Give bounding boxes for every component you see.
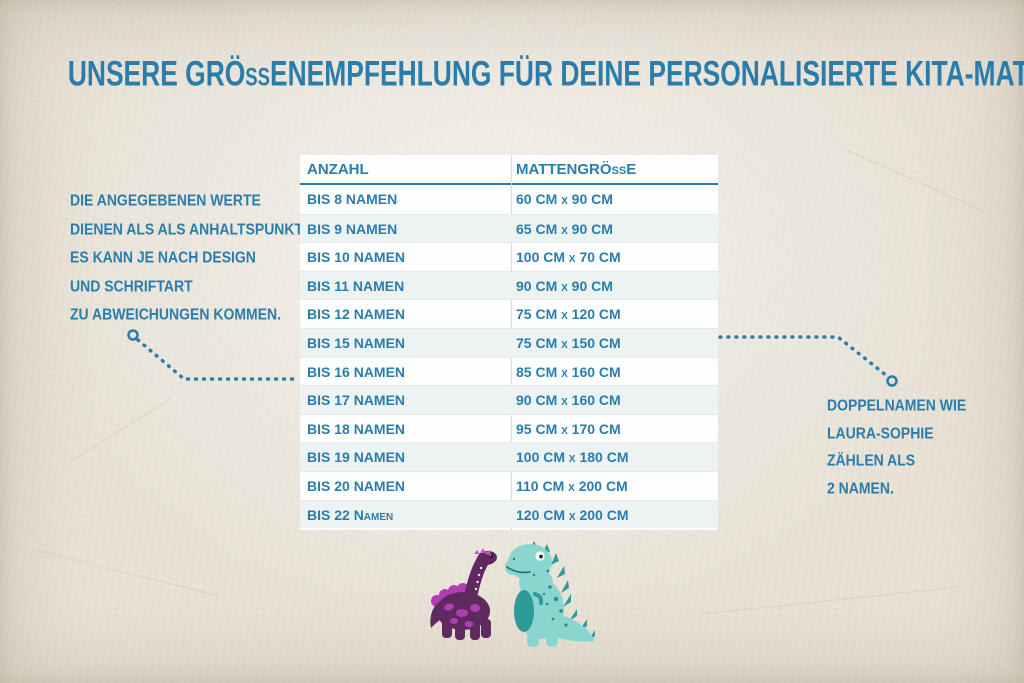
cell-anzahl: BIS 16 NAMEN bbox=[307, 363, 406, 380]
teal-dinosaur bbox=[505, 541, 595, 647]
table-row: BIS 18 NAMEN 95 CM x 170 CM bbox=[300, 413, 718, 443]
cell-anzahl: BIS 8 NAMEN bbox=[307, 191, 398, 207]
cell-anzahl: BIS 22 Namen bbox=[307, 506, 394, 523]
cell-anzahl: BIS 10 NAMEN bbox=[307, 249, 406, 266]
table-row: BIS 8 NAMEN 60 CM x 90 CM bbox=[300, 185, 718, 214]
note-line: 2 NAMEN. bbox=[827, 478, 894, 497]
table-row: BIS 22 Namen 120 CM x 200 CM bbox=[300, 499, 718, 529]
note-line: DIENEN ALS ALS ANHALTSPUNKT. bbox=[70, 219, 306, 238]
dotted-connector-left bbox=[127, 329, 300, 381]
page-title: UNSERE GRÖßENEMPFEHLUNG FÜR DEINE PERSON… bbox=[67, 54, 1024, 94]
table-body: BIS 8 NAMEN 60 CM x 90 CM BIS 9 NAMEN 65… bbox=[300, 185, 718, 529]
cell-mattengroesse: 75 CM x 120 CM bbox=[516, 306, 621, 323]
cell-anzahl: BIS 15 NAMEN bbox=[307, 334, 406, 351]
cell-mattengroesse: 90 CM x 90 CM bbox=[516, 277, 613, 294]
table-row: BIS 10 NAMEN 100 CM x 70 CM bbox=[300, 242, 718, 271]
note-line: ZÄHLEN ALS bbox=[827, 450, 916, 469]
cell-mattengroesse: 90 CM x 160 CM bbox=[516, 392, 621, 409]
table-row: BIS 15 NAMEN 75 CM x 150 CM bbox=[300, 327, 718, 357]
cell-anzahl: BIS 12 NAMEN bbox=[307, 306, 406, 323]
note-line: ZU ABWEICHUNGEN KOMMEN. bbox=[70, 305, 282, 323]
table-row: BIS 9 NAMEN 65 CM x 90 CM bbox=[300, 213, 718, 243]
note-double-names: DOPPELNAMEN WIE LAURA-SOPHIE ZÄHLEN ALS 2 N… bbox=[827, 392, 966, 502]
table-row: BIS 20 NAMEN 110 CM x 200 CM bbox=[300, 470, 718, 500]
cell-mattengroesse: 85 CM x 160 CM bbox=[516, 363, 621, 380]
purple-dinosaur-illustration bbox=[430, 549, 497, 640]
table-header: ANZAHL MATTENGRÖßE bbox=[300, 155, 718, 185]
size-table: ANZAHL MATTENGRÖßE BIS 8 NAMEN 60 CM x 9… bbox=[300, 155, 718, 530]
cell-mattengroesse: 100 CM x 180 CM bbox=[516, 449, 629, 466]
table-row: BIS 17 NAMEN 90 CM x 160 CM bbox=[300, 385, 718, 414]
note-line: LAURA-SOPHIE bbox=[827, 423, 934, 442]
paper-scratch bbox=[68, 398, 172, 463]
table-row: BIS 19 NAMEN 100 CM x 180 CM bbox=[300, 442, 718, 471]
note-line: UND SCHRIFTART bbox=[70, 276, 193, 295]
table-row: BIS 16 NAMEN 85 CM x 160 CM bbox=[300, 356, 718, 386]
cell-anzahl: BIS 17 NAMEN bbox=[307, 392, 406, 409]
cell-anzahl: BIS 11 NAMEN bbox=[307, 277, 405, 294]
paper-scratch bbox=[846, 149, 984, 212]
cell-anzahl: BIS 20 NAMEN bbox=[307, 477, 406, 494]
dotted-connector-right bbox=[718, 335, 898, 387]
cell-mattengroesse: 120 CM x 200 CM bbox=[516, 506, 629, 523]
column-header-anzahl: ANZAHL bbox=[307, 161, 369, 178]
table-row: BIS 12 NAMEN 75 CM x 120 CM bbox=[300, 299, 718, 328]
purple-dinosaur bbox=[430, 549, 497, 640]
cell-mattengroesse: 110 CM x 200 CM bbox=[516, 477, 628, 494]
cell-mattengroesse: 100 CM x 70 CM bbox=[516, 249, 621, 266]
cell-anzahl: BIS 19 NAMEN bbox=[307, 449, 406, 466]
note-line: DOPPELNAMEN WIE bbox=[827, 395, 967, 414]
table-row: BIS 11 NAMEN 90 CM x 90 CM bbox=[300, 270, 718, 300]
teal-dinosaur-illustration bbox=[505, 541, 595, 647]
cell-anzahl: BIS 18 NAMEN bbox=[307, 420, 406, 437]
note-line: DIE ANGEGEBENEN WERTE bbox=[70, 191, 261, 209]
paper-scratch bbox=[700, 586, 960, 615]
note-line: ES KANN JE NACH DESIGN bbox=[70, 248, 256, 266]
cell-mattengroesse: 65 CM x 90 CM bbox=[516, 220, 613, 237]
cell-mattengroesse: 75 CM x 150 CM bbox=[516, 334, 621, 351]
paper-scratch bbox=[32, 549, 218, 596]
page-title-wrap: UNSERE GRÖßENEMPFEHLUNG FÜR DEINE PERSON… bbox=[0, 54, 1024, 94]
cell-anzahl: BIS 9 NAMEN bbox=[307, 220, 398, 237]
note-disclaimer: DIE ANGEGEBENEN WERTE DIENEN ALS ALS ANHA… bbox=[70, 186, 305, 329]
cell-mattengroesse: 95 CM x 170 CM bbox=[516, 420, 621, 437]
cell-mattengroesse: 60 CM x 90 CM bbox=[516, 191, 613, 207]
column-header-mattengroesse: MATTENGRÖßE bbox=[516, 161, 637, 178]
